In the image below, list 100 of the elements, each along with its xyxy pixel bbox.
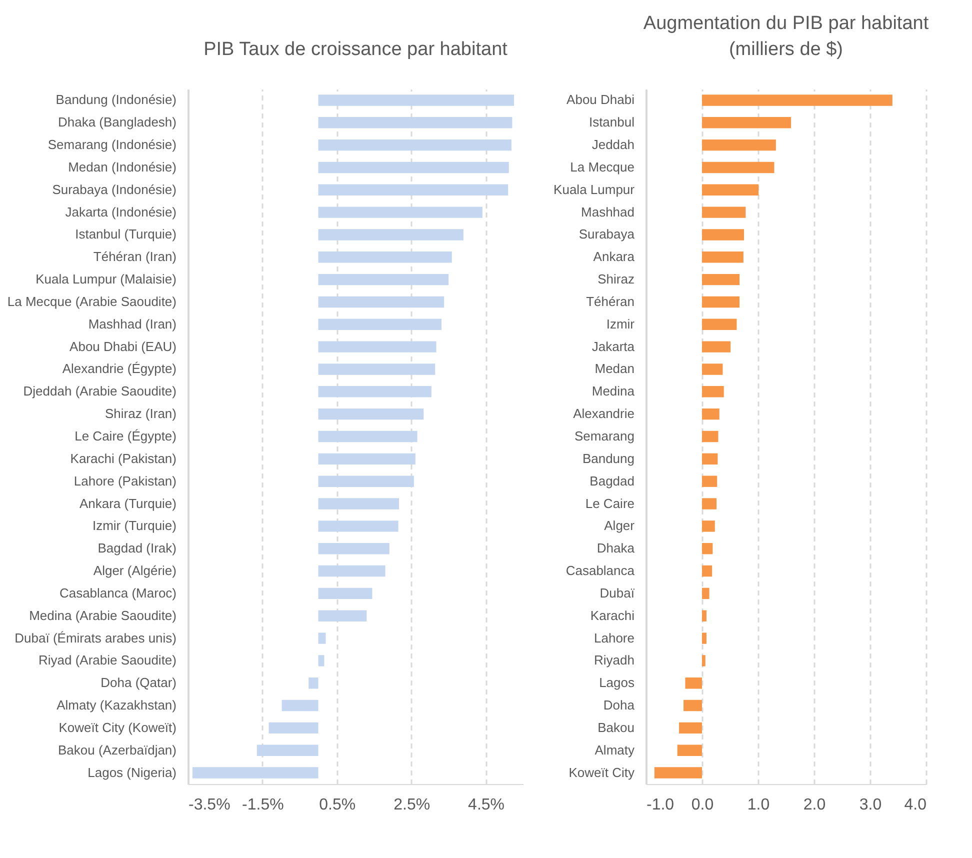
y-tick-label: Dubaï (Émirats arabes unis) bbox=[14, 630, 176, 646]
x-tick-label: -1.5% bbox=[242, 796, 284, 814]
bar bbox=[318, 206, 482, 218]
bar bbox=[318, 229, 464, 240]
bar bbox=[318, 565, 386, 577]
bar bbox=[318, 610, 367, 622]
y-tick-label: Surabaya (Indonésie) bbox=[52, 182, 176, 197]
y-tick-label: Dhaka bbox=[596, 540, 636, 556]
bar bbox=[318, 184, 508, 196]
y-tick-label: Doha (Qatar) bbox=[100, 675, 176, 690]
y-tick-label: Riyad (Arabie Saoudite) bbox=[38, 652, 176, 668]
y-tick-label: Téhéran (Iran) bbox=[93, 249, 176, 264]
y-tick-label: Lagos bbox=[599, 675, 635, 690]
y-tick-label: Abou Dhabi bbox=[566, 92, 635, 108]
y-tick-label: Medina (Arabie Saoudite) bbox=[29, 608, 176, 623]
y-tick-label: Jakarta bbox=[592, 338, 636, 354]
y-tick-label: Medan (Indonésie) bbox=[68, 159, 176, 174]
y-tick-label: Shiraz bbox=[598, 272, 634, 287]
y-tick-label: Mashhad bbox=[581, 204, 634, 220]
bar bbox=[318, 274, 449, 286]
bar bbox=[318, 139, 512, 151]
y-tick-label: Alexandrie bbox=[573, 406, 634, 422]
y-tick-label: Koweït City bbox=[568, 764, 635, 780]
bar bbox=[318, 117, 512, 128]
bar bbox=[318, 655, 324, 666]
x-tick-label: -1.0 bbox=[646, 796, 674, 814]
y-tick-label: Karachi (Pakistan) bbox=[70, 450, 176, 466]
y-tick-label: Kuala Lumpur (Malaisie) bbox=[36, 272, 176, 287]
bar bbox=[318, 408, 424, 420]
y-tick-label: Dhaka (Bangladesh) bbox=[58, 114, 176, 130]
y-tick-label: Bandung (Indonésie) bbox=[56, 92, 176, 108]
bar bbox=[318, 318, 442, 330]
y-tick-label: Bagdad (Irak) bbox=[98, 540, 176, 556]
y-tick-label: Jakarta (Indonésie) bbox=[65, 204, 176, 220]
y-tick-label: Semarang bbox=[574, 428, 634, 444]
bar bbox=[318, 341, 436, 352]
bar bbox=[318, 94, 514, 106]
y-tick-label: Lahore (Pakistan) bbox=[74, 473, 176, 488]
bar bbox=[318, 588, 372, 600]
bar bbox=[256, 744, 318, 756]
y-tick-label: Lagos (Nigeria) bbox=[88, 764, 176, 780]
y-tick-label: Ankara (Turquie) bbox=[79, 496, 176, 511]
x-tick-label: 0.5% bbox=[319, 796, 356, 814]
y-tick-label: Mashhad (Iran) bbox=[88, 316, 176, 332]
bar bbox=[318, 252, 452, 263]
bar bbox=[318, 632, 326, 644]
y-tick-label: Alger (Algérie) bbox=[93, 563, 176, 578]
x-tick-label: -3.5% bbox=[188, 796, 230, 814]
y-tick-label: La Mecque bbox=[570, 159, 634, 174]
x-tick-label: 1.0 bbox=[747, 796, 770, 814]
y-tick-label: Izmir (Turquie) bbox=[92, 518, 176, 534]
y-tick-label: Bakou bbox=[598, 720, 634, 735]
y-tick-label: Bandung bbox=[582, 450, 634, 466]
bar bbox=[282, 700, 318, 712]
bar bbox=[308, 678, 318, 689]
bar bbox=[318, 453, 416, 465]
bar bbox=[318, 162, 509, 174]
y-tick-label: Ankara bbox=[593, 249, 636, 264]
chart-title: Augmentation du PIB par habitant (milliers de $) bbox=[643, 13, 930, 60]
bar bbox=[192, 767, 318, 778]
y-tick-label: Medina bbox=[592, 384, 636, 399]
y-tick-label: Le Caire bbox=[585, 496, 634, 511]
y-tick-label: Riyadh bbox=[594, 652, 634, 668]
y-tick-label: Bakou (Azerbaïdjan) bbox=[58, 742, 176, 758]
y-tick-label: Izmir bbox=[606, 316, 636, 332]
x-tick-label: 3.0 bbox=[859, 796, 882, 814]
y-tick-label: Téhéran bbox=[586, 294, 634, 309]
y-tick-label: Alger bbox=[604, 518, 636, 534]
y-tick-label: La Mecque (Arabie Saoudite) bbox=[7, 294, 176, 309]
bar bbox=[318, 364, 436, 375]
y-tick-label: Surabaya bbox=[578, 226, 636, 242]
y-tick-label: Lahore bbox=[594, 630, 634, 646]
bar bbox=[318, 542, 390, 554]
x-tick-label: 2.0 bbox=[803, 796, 826, 814]
bar bbox=[318, 520, 398, 532]
y-tick-label: Almaty bbox=[594, 742, 635, 758]
y-tick-label: Karachi bbox=[590, 608, 635, 623]
y-tick-label: Alexandrie (Égypte) bbox=[62, 361, 176, 376]
y-tick-label: Kuala Lumpur bbox=[554, 182, 636, 197]
y-tick-label: Bagdad bbox=[590, 473, 634, 488]
x-tick-label: 4.5% bbox=[468, 796, 505, 814]
bar bbox=[318, 386, 432, 398]
y-tick-label: Casablanca bbox=[566, 563, 636, 578]
y-tick-label: Istanbul (Turquie) bbox=[75, 226, 176, 242]
y-tick-label: Abou Dhabi (EAU) bbox=[70, 338, 176, 354]
y-tick-label: Almaty (Kazakhstan) bbox=[56, 698, 176, 713]
y-tick-label: Shiraz (Iran) bbox=[104, 406, 176, 422]
x-tick-label: 4.0 bbox=[904, 796, 927, 814]
bar bbox=[318, 296, 444, 308]
y-tick-label: Istanbul bbox=[588, 114, 635, 130]
bar bbox=[318, 430, 418, 442]
bar bbox=[318, 498, 400, 510]
y-tick-label: Le Caire (Égypte) bbox=[74, 428, 176, 444]
y-tick-label: Dubaï bbox=[600, 585, 635, 600]
y-tick-label: Medan bbox=[594, 361, 634, 376]
bar bbox=[318, 476, 414, 487]
bar bbox=[268, 722, 318, 734]
y-tick-label: Jeddah bbox=[592, 137, 634, 152]
x-tick-label: 0.0 bbox=[691, 796, 714, 814]
y-tick-label: Koweït City (Koweït) bbox=[58, 720, 176, 735]
